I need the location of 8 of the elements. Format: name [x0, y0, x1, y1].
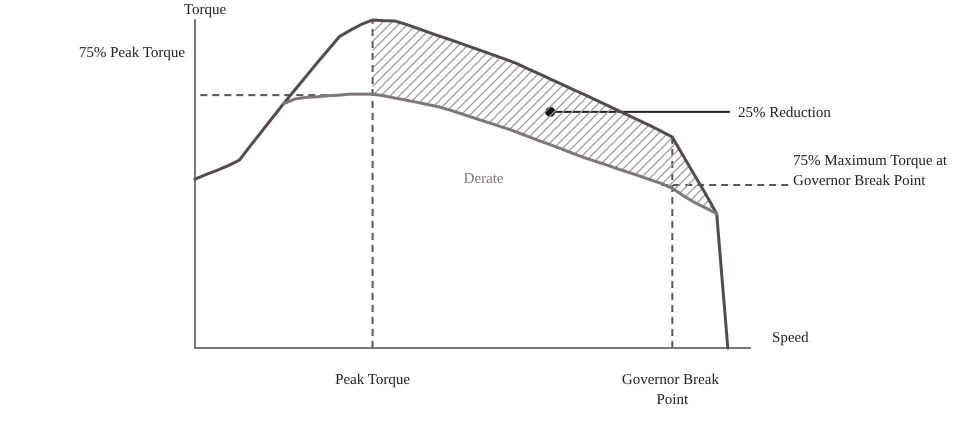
x-axis-title: Speed — [772, 330, 810, 346]
x-tick-label: Governor Break Point — [622, 372, 723, 408]
ref-line-label: 75% Maximum Torque at Governor Break Point — [793, 152, 948, 189]
text: Derate — [464, 171, 504, 188]
y-axis-title: Torque — [184, 2, 226, 18]
annotation: 25% Reduction — [738, 104, 832, 121]
ref-line-label: 75% Peak Torque — [78, 45, 186, 62]
x-tick-label: Peak Torque — [335, 372, 410, 388]
